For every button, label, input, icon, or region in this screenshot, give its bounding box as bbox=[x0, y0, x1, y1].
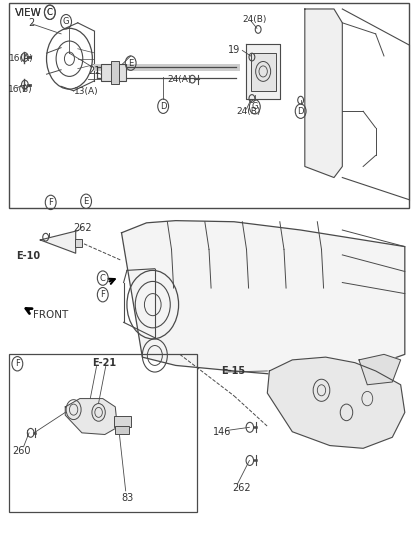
Bar bbox=[9, 355, 196, 512]
Text: 24(A): 24(A) bbox=[167, 75, 192, 84]
Text: 13(A): 13(A) bbox=[74, 88, 98, 96]
Text: 16(B): 16(B) bbox=[8, 85, 33, 94]
Polygon shape bbox=[247, 44, 280, 99]
Text: C: C bbox=[47, 8, 53, 17]
Text: E-21: E-21 bbox=[92, 358, 117, 368]
Text: 262: 262 bbox=[232, 483, 250, 493]
Bar bbox=[114, 416, 131, 427]
Text: 262: 262 bbox=[74, 223, 92, 233]
Text: C: C bbox=[100, 274, 106, 283]
Text: F: F bbox=[100, 290, 105, 299]
Polygon shape bbox=[65, 398, 117, 434]
Text: 24(B): 24(B) bbox=[236, 107, 260, 116]
Text: VIEW: VIEW bbox=[15, 8, 42, 18]
Text: E: E bbox=[84, 197, 89, 206]
Bar bbox=[251, 53, 275, 91]
Text: E: E bbox=[128, 59, 133, 68]
Text: 146: 146 bbox=[213, 427, 232, 437]
Text: 16(A): 16(A) bbox=[9, 54, 34, 63]
Polygon shape bbox=[40, 231, 76, 253]
Text: 24(B): 24(B) bbox=[242, 15, 267, 24]
Text: C: C bbox=[47, 8, 53, 17]
Polygon shape bbox=[305, 9, 342, 177]
Text: G: G bbox=[252, 102, 258, 111]
Text: 83: 83 bbox=[122, 493, 134, 503]
Text: 2: 2 bbox=[28, 18, 34, 28]
Text: F: F bbox=[48, 198, 53, 207]
Bar bbox=[111, 61, 120, 84]
Text: D: D bbox=[297, 107, 304, 116]
Text: E-15: E-15 bbox=[222, 366, 246, 376]
Bar bbox=[101, 64, 126, 81]
Bar bbox=[75, 239, 82, 247]
Text: E-10: E-10 bbox=[17, 251, 41, 261]
Text: VIEW: VIEW bbox=[15, 8, 42, 18]
Text: 260: 260 bbox=[13, 446, 31, 456]
Text: D: D bbox=[160, 102, 166, 111]
Text: G: G bbox=[63, 17, 69, 26]
Polygon shape bbox=[268, 357, 405, 448]
Polygon shape bbox=[122, 220, 405, 377]
Text: FRONT: FRONT bbox=[33, 310, 69, 320]
Bar bbox=[9, 3, 409, 208]
Text: 19: 19 bbox=[228, 45, 240, 55]
Text: F: F bbox=[15, 359, 20, 368]
Bar bbox=[115, 425, 129, 434]
Polygon shape bbox=[359, 355, 400, 385]
Text: 21: 21 bbox=[88, 66, 101, 76]
